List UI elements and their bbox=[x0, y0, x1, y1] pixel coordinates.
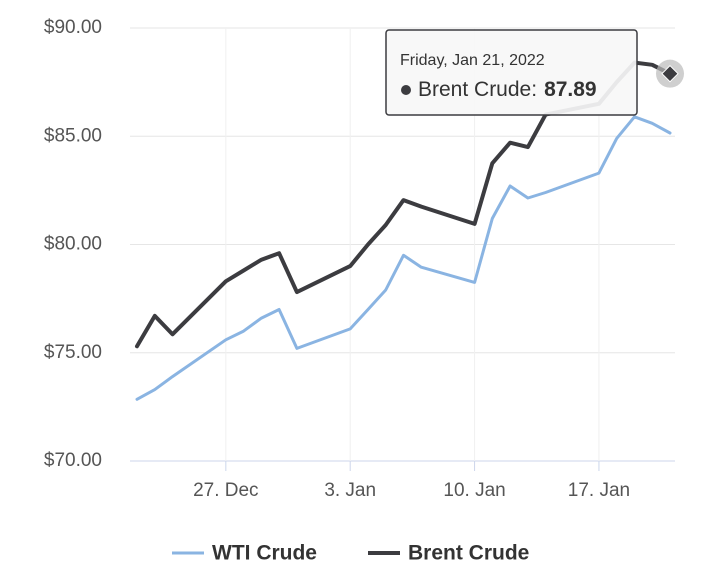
x-tick-label: 27. Dec bbox=[193, 480, 258, 501]
tooltip-value: 87.89 bbox=[544, 78, 597, 101]
tooltip-series: Brent Crude: bbox=[418, 78, 537, 101]
y-tick-label: $85.00 bbox=[44, 125, 102, 146]
tooltip-line: Brent Crude: 87.89 bbox=[418, 78, 597, 101]
tooltip-box bbox=[385, 29, 638, 116]
y-tick-label: $70.00 bbox=[44, 450, 102, 471]
legend-item[interactable]: Brent Crude bbox=[368, 542, 529, 565]
y-tick-label: $90.00 bbox=[44, 17, 102, 38]
tooltip-header: Friday, Jan 21, 2022 bbox=[400, 52, 545, 69]
x-tick-label: 3. Jan bbox=[324, 480, 376, 501]
legend-label: WTI Crude bbox=[212, 542, 317, 565]
legend-label: Brent Crude bbox=[408, 542, 529, 565]
x-tick-label: 17. Jan bbox=[568, 480, 630, 501]
tooltip-dot bbox=[401, 85, 411, 95]
legend-item[interactable]: WTI Crude bbox=[172, 542, 317, 565]
y-tick-label: $75.00 bbox=[44, 342, 102, 363]
series-line bbox=[135, 115, 672, 401]
y-tick-label: $80.00 bbox=[44, 234, 102, 255]
tooltip: Friday, Jan 21, 2022 Brent Crude: 87.89 bbox=[385, 29, 638, 116]
hover-marker bbox=[661, 64, 679, 83]
x-tick-label: 10. Jan bbox=[443, 480, 505, 501]
